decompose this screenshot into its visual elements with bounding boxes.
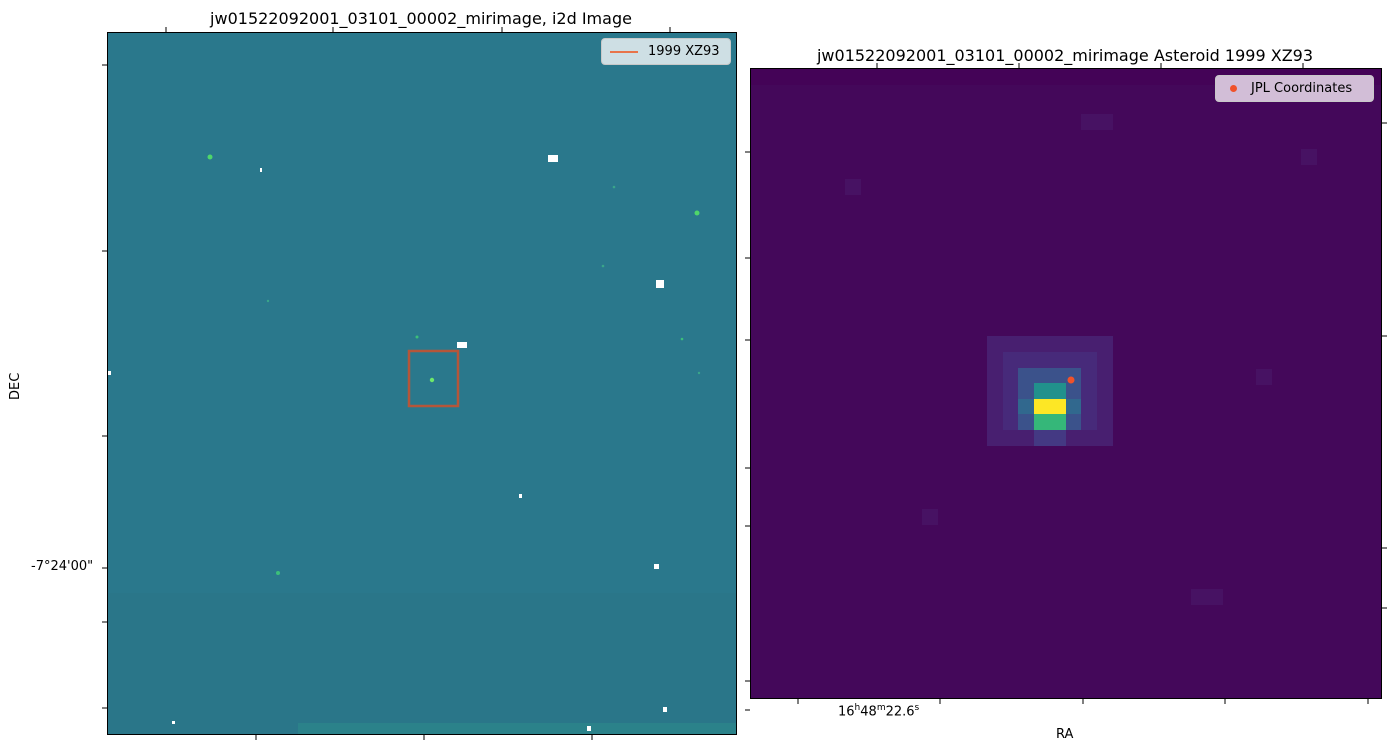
noise-pixel xyxy=(922,509,938,525)
right-xtick-label: 16h48m22.6s xyxy=(838,703,920,720)
left-plot-title: jw01522092001_03101_00002_mirimage, i2d … xyxy=(210,9,632,28)
right-image-svg xyxy=(751,69,1381,698)
noise-pixel xyxy=(845,179,861,195)
noise-pixel xyxy=(1301,149,1317,165)
saturated-source xyxy=(108,371,111,375)
star-source xyxy=(266,299,270,303)
right-legend-label: JPL Coordinates xyxy=(1251,81,1353,96)
right-xlabel: RA xyxy=(1056,727,1074,742)
xtick-minutes: 48 xyxy=(860,704,877,720)
left-legend-label: 1999 XZ93 xyxy=(648,44,720,59)
noise-pixel xyxy=(1256,369,1272,385)
right-plot-title: jw01522092001_03101_00002_mirimage Aster… xyxy=(816,46,1314,65)
saturated-source xyxy=(548,155,558,162)
right-legend: JPL Coordinates xyxy=(1215,75,1374,102)
star-source xyxy=(612,185,616,189)
legend-dot-swatch xyxy=(1230,85,1237,92)
saturated-source xyxy=(519,494,522,498)
star-source xyxy=(601,264,605,268)
xtick-seconds: 22.6 xyxy=(885,704,915,720)
star-source xyxy=(276,571,280,575)
noise-pixel xyxy=(1191,589,1223,605)
jpl-coordinates-marker[interactable] xyxy=(1067,376,1075,384)
star-source xyxy=(415,335,419,339)
saturated-source xyxy=(457,342,467,348)
star-source xyxy=(207,154,213,160)
target-asteroid-source xyxy=(429,377,435,383)
noise-pixel xyxy=(1081,114,1113,130)
star-source xyxy=(694,210,700,216)
saturated-source xyxy=(587,726,591,731)
psf-core-side xyxy=(1018,399,1034,414)
psf-core-lower xyxy=(1034,414,1066,430)
left-ylabel: DEC xyxy=(8,372,23,400)
left-ytick-label: -7°24'00" xyxy=(31,559,94,574)
left-image-bottom-strip xyxy=(298,723,736,734)
psf-core-peak xyxy=(1034,399,1066,414)
right-image-panel[interactable] xyxy=(750,68,1382,699)
left-image-lower-shade xyxy=(108,593,736,734)
left-image-panel[interactable] xyxy=(107,32,737,735)
psf-tail xyxy=(1034,430,1066,446)
legend-line-swatch xyxy=(610,50,638,53)
left-image-svg xyxy=(108,33,736,734)
saturated-source xyxy=(654,564,659,569)
psf-core-side xyxy=(1066,399,1081,414)
left-legend: 1999 XZ93 xyxy=(601,38,731,65)
xtick-hours: 16 xyxy=(838,704,855,720)
saturated-source xyxy=(172,721,175,724)
saturated-source xyxy=(260,168,262,172)
asteroid-cutout-box[interactable] xyxy=(407,349,460,408)
psf-core-upper xyxy=(1034,383,1066,399)
saturated-source xyxy=(663,707,667,712)
star-source xyxy=(680,337,684,341)
star-source xyxy=(697,371,701,375)
saturated-source xyxy=(656,280,664,288)
